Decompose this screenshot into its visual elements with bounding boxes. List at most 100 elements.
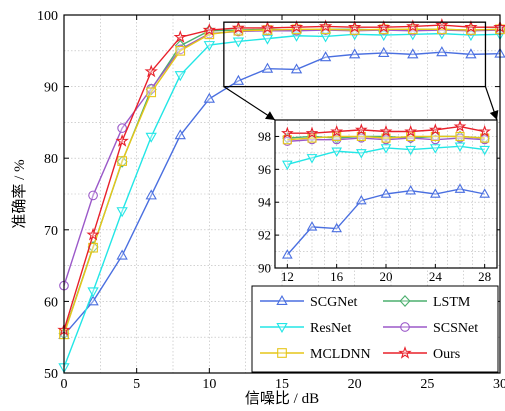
- series-line-mcldnn: [63, 28, 501, 335]
- inset-data-point-mcldnn: [307, 133, 317, 143]
- inset-data-point-scgnet: [380, 188, 392, 198]
- inset-data-point-scgnet: [355, 194, 367, 205]
- data-point-resnet: [116, 207, 128, 218]
- x-axis-label: 信噪比 / dB: [245, 390, 319, 407]
- data-point-ours: [86, 227, 100, 241]
- inset-data-point-scgnet: [454, 183, 466, 193]
- data-point-mcldnn: [117, 156, 127, 166]
- y-tick-label: 50: [44, 367, 58, 382]
- inset-data-point-scgnet: [331, 222, 343, 233]
- data-point-scgnet: [174, 129, 186, 140]
- inset-x-tick-label: 20: [380, 269, 393, 284]
- arrow-shaft: [223, 86, 276, 121]
- legend-label: LSTM: [433, 295, 471, 310]
- data-point-resnet: [465, 31, 477, 42]
- data-point-resnet: [319, 32, 332, 43]
- zoom-region-box: [223, 21, 487, 88]
- arrow-head: [489, 110, 499, 120]
- inset-data-point-scgnet: [405, 184, 417, 195]
- data-point-resnet: [232, 37, 245, 48]
- inset-series-scgnet: [281, 183, 491, 259]
- legend-label: ResNet: [310, 321, 351, 336]
- x-tick-label: 30: [493, 377, 505, 392]
- x-tick-label: 25: [420, 377, 434, 392]
- data-point-ours: [435, 17, 449, 31]
- x-tick-label: 5: [133, 377, 140, 392]
- data-point-ours: [115, 133, 129, 147]
- inset-data-point-lstm: [306, 130, 318, 143]
- main-ticks: 0 5 10 15 20 25 30 50 60 70 80 90 100: [37, 9, 505, 392]
- inset-data-point-mcldnn: [332, 131, 342, 141]
- data-point-ours: [318, 19, 333, 33]
- data-point-mcldnn: [320, 24, 331, 35]
- data-point-ours: [289, 20, 304, 33]
- data-point-scgnet: [407, 48, 419, 59]
- y-tick-label: 70: [44, 224, 58, 239]
- data-point-mcldnn: [407, 24, 418, 35]
- inset-data-point-ours: [354, 123, 368, 136]
- inset-data-point-ours: [453, 119, 467, 132]
- data-point-mcldnn: [175, 45, 186, 56]
- series-line-resnet: [63, 32, 501, 368]
- inset-data-point-ours: [404, 124, 418, 137]
- legend-item-scgnet: SCGNet: [260, 294, 358, 310]
- data-point-ours: [347, 20, 362, 33]
- data-point-ours: [231, 20, 246, 34]
- inset-series-resnet: [281, 142, 491, 171]
- inset-series-line-scsnet: [287, 137, 485, 143]
- data-point-mcldnn: [349, 25, 360, 35]
- x-tick-label: 10: [202, 377, 216, 392]
- data-point-scsnet: [88, 190, 98, 201]
- inset-x-tick-label: 16: [330, 269, 344, 284]
- inset-data-point-resnet: [429, 144, 441, 154]
- data-point-ours: [464, 20, 478, 33]
- inset-data-point-ours: [379, 124, 393, 137]
- inset-series-ours: [280, 119, 492, 139]
- inset-plot: 12 16 20 24 28 90 92 94 96 98: [258, 119, 498, 284]
- data-point-resnet: [87, 287, 99, 298]
- legend-item-resnet: ResNet: [260, 321, 351, 336]
- inset-data-point-mcldnn: [455, 131, 465, 141]
- legend-marker: [276, 323, 288, 334]
- data-point-mcldnn: [146, 87, 157, 98]
- zoom-arrow-left: [223, 86, 276, 121]
- data-point-ours: [377, 20, 391, 33]
- legend: SCGNet LSTM ResNet SCSNet MCLDNN Ours: [251, 285, 499, 373]
- series-ours: [57, 17, 505, 336]
- inset-series-line-resnet: [287, 145, 485, 166]
- legend-item-scsnet: SCSNet: [383, 321, 478, 336]
- data-point-ours: [260, 20, 275, 34]
- inset-data-point-resnet: [306, 154, 318, 164]
- inset-data-point-resnet: [281, 160, 293, 171]
- inset-data-point-ours: [478, 124, 492, 137]
- inset-x-tick-label: 24: [429, 269, 443, 284]
- inset-series-line-mcldnn: [287, 135, 485, 141]
- inset-x-tick-label: 12: [281, 269, 294, 284]
- inset-y-tick-label: 98: [258, 129, 271, 144]
- series-line-scsnet: [63, 29, 501, 286]
- inset-data-point-resnet: [405, 145, 417, 156]
- inset-series-line-ours: [287, 125, 485, 134]
- y-tick-label: 90: [44, 81, 58, 96]
- data-point-scgnet: [465, 48, 477, 59]
- legend-item-ours: Ours: [383, 345, 460, 362]
- main-series: [57, 17, 505, 374]
- data-point-scgnet: [348, 48, 361, 59]
- inset-data-point-resnet: [380, 144, 392, 154]
- inset-data-point-resnet: [479, 145, 491, 156]
- inset-data-point-resnet: [454, 142, 466, 153]
- inset-data-point-scgnet: [281, 249, 293, 259]
- inset-data-point-ours: [330, 124, 344, 137]
- data-point-ours: [173, 30, 187, 43]
- y-tick-label: 80: [44, 152, 58, 167]
- data-point-ours: [144, 64, 158, 78]
- data-point-scgnet: [232, 74, 245, 85]
- legend-marker: [276, 294, 288, 305]
- legend-label: SCSNet: [433, 321, 478, 336]
- data-point-scgnet: [319, 51, 332, 62]
- inset-y-tick-label: 92: [258, 228, 271, 243]
- data-point-resnet: [203, 41, 216, 52]
- y-tick-label: 100: [37, 9, 58, 24]
- data-point-scgnet: [261, 62, 274, 73]
- inset-y-tick-label: 94: [258, 195, 272, 210]
